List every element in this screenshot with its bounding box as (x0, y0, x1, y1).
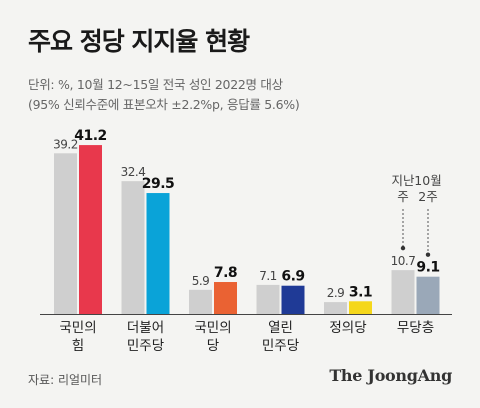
data-label: 7.8 (214, 265, 237, 281)
data-label: 2.9 (327, 286, 345, 300)
annotation-dot (400, 245, 406, 251)
annotation-label: 10월 (414, 173, 441, 188)
category-label: 당 (207, 338, 219, 354)
category-label: 국민의 (59, 320, 96, 336)
category-label: 정의당 (329, 320, 366, 336)
bar-열린민주당-previous (256, 284, 280, 314)
annotation-label: 지난 (391, 173, 415, 188)
category-label: 힘 (72, 338, 84, 354)
data-label: 3.1 (349, 284, 372, 300)
data-label: 41.2 (74, 128, 107, 144)
category-label: 열린 (268, 320, 293, 336)
bar-국민의당-current (214, 282, 237, 314)
category-label: 무당층 (397, 320, 434, 336)
data-label: 32.4 (121, 165, 146, 179)
source-note: 자료: 리얼미터 (28, 373, 103, 387)
chart-subtitle-method: (95% 신뢰수준에 표본오차 ±2.2%p, 응답률 5.6%) (28, 97, 300, 112)
annotation-label: 주 (397, 189, 409, 204)
bar-무당층-previous (391, 270, 415, 314)
data-label: 6.9 (281, 269, 304, 285)
publisher-logo: The JoongAng (329, 366, 452, 385)
data-label: 9.1 (416, 260, 439, 276)
bar-정의당-current (349, 301, 372, 314)
annotation-label: 2주 (418, 189, 437, 204)
category-label: 국민의 (194, 320, 231, 336)
chart-subtitle-units: 단위: %, 10월 12~15일 전국 성인 2022명 대상 (28, 77, 283, 92)
bar-열린민주당-current (281, 285, 305, 314)
bar-국민의힘-current (79, 145, 102, 314)
chart-title: 주요 정당 지지율 현황 (28, 27, 250, 56)
bar-무당층-current (416, 276, 440, 314)
bar-더불어민주당-current (146, 193, 170, 314)
data-label: 10.7 (391, 254, 416, 268)
category-label: 민주당 (262, 338, 299, 354)
bar-국민의힘-previous (54, 153, 77, 314)
bar-더불어민주당-previous (121, 181, 145, 314)
data-label: 39.2 (53, 137, 78, 151)
bar-정의당-previous (324, 302, 347, 314)
category-label: 더불어 (127, 320, 164, 336)
annotation-dot (425, 252, 431, 257)
data-label: 29.5 (142, 176, 175, 192)
bar-국민의당-previous (189, 289, 212, 314)
data-label: 7.1 (259, 269, 277, 283)
category-label: 민주당 (127, 338, 164, 354)
data-label: 5.9 (192, 274, 210, 288)
